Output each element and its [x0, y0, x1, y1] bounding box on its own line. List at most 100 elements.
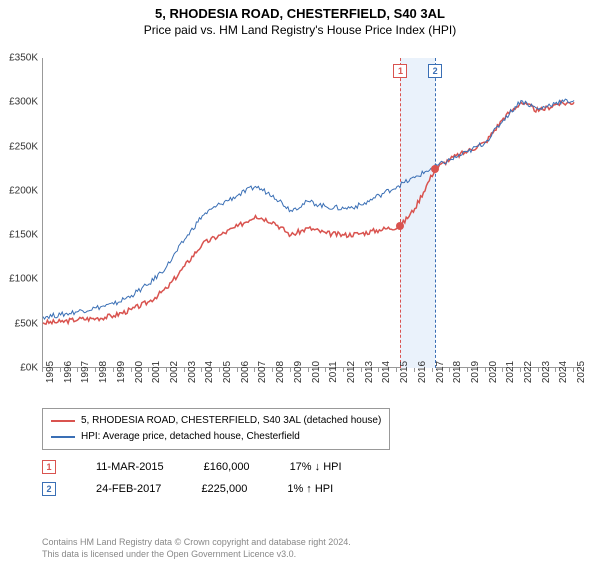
x-tick-label: 1996 [63, 361, 74, 383]
x-tick-mark [343, 368, 344, 372]
x-tick-mark [290, 368, 291, 372]
x-tick-mark [219, 368, 220, 372]
x-tick-mark [42, 368, 43, 372]
legend-row-2: HPI: Average price, detached house, Ches… [51, 429, 381, 445]
event-flag-1: 1 [42, 460, 56, 474]
x-tick-mark [502, 368, 503, 372]
x-tick-mark [485, 368, 486, 372]
x-tick-label: 2019 [470, 361, 481, 383]
x-tick-mark [166, 368, 167, 372]
x-tick-label: 2025 [576, 361, 587, 383]
x-tick-label: 1999 [116, 361, 127, 383]
x-tick-label: 2017 [435, 361, 446, 383]
x-tick-mark [396, 368, 397, 372]
x-tick-label: 2024 [558, 361, 569, 383]
x-tick-label: 2020 [488, 361, 499, 383]
attribution-line-1: Contains HM Land Registry data © Crown c… [42, 536, 351, 548]
x-tick-label: 2006 [240, 361, 251, 383]
attribution-line-2: This data is licensed under the Open Gov… [42, 548, 351, 560]
chart-title: 5, RHODESIA ROAD, CHESTERFIELD, S40 3AL [0, 6, 600, 21]
line-series-svg [43, 58, 583, 368]
x-tick-label: 2000 [134, 361, 145, 383]
x-tick-label: 1995 [45, 361, 56, 383]
x-tick-mark [361, 368, 362, 372]
attribution: Contains HM Land Registry data © Crown c… [42, 536, 351, 560]
x-tick-label: 2012 [346, 361, 357, 383]
x-tick-label: 2018 [452, 361, 463, 383]
x-tick-label: 2022 [523, 361, 534, 383]
legend-label-1: 5, RHODESIA ROAD, CHESTERFIELD, S40 3AL … [81, 413, 381, 429]
legend-swatch-2 [51, 436, 75, 438]
y-tick-label: £50K [15, 318, 38, 329]
x-tick-label: 2005 [222, 361, 233, 383]
x-tick-label: 2010 [311, 361, 322, 383]
event-date-1: 11-MAR-2015 [96, 461, 164, 473]
event-pct-2: 1% ↑ HPI [287, 483, 333, 495]
series-price_paid [43, 101, 574, 324]
y-tick-label: £250K [9, 141, 38, 152]
x-tick-mark [148, 368, 149, 372]
x-tick-label: 2007 [257, 361, 268, 383]
x-tick-mark [520, 368, 521, 372]
x-tick-mark [325, 368, 326, 372]
x-tick-label: 2008 [275, 361, 286, 383]
x-tick-label: 2016 [417, 361, 428, 383]
x-tick-mark [77, 368, 78, 372]
x-tick-mark [131, 368, 132, 372]
chart-area: £0K£50K£100K£150K£200K£250K£300K£350K 1 … [42, 58, 582, 398]
y-tick-label: £100K [9, 274, 38, 285]
x-tick-mark [378, 368, 379, 372]
chart-subtitle: Price paid vs. HM Land Registry's House … [0, 23, 600, 37]
x-tick-mark [538, 368, 539, 372]
x-tick-mark [60, 368, 61, 372]
event-pct-1: 17% ↓ HPI [290, 461, 342, 473]
event-row-1: 1 11-MAR-2015 £160,000 17% ↓ HPI [42, 456, 342, 478]
price-marker [431, 165, 439, 173]
x-tick-label: 2003 [187, 361, 198, 383]
x-tick-label: 2009 [293, 361, 304, 383]
legend-swatch-1 [51, 420, 75, 422]
legend-label-2: HPI: Average price, detached house, Ches… [81, 429, 300, 445]
x-tick-mark [113, 368, 114, 372]
event-row-2: 2 24-FEB-2017 £225,000 1% ↑ HPI [42, 478, 342, 500]
series-hpi [43, 99, 574, 319]
x-tick-label: 2023 [541, 361, 552, 383]
highlight-flag-2: 2 [428, 64, 442, 78]
events-table: 1 11-MAR-2015 £160,000 17% ↓ HPI 2 24-FE… [42, 456, 342, 500]
x-tick-label: 1997 [80, 361, 91, 383]
x-tick-mark [272, 368, 273, 372]
event-price-1: £160,000 [204, 461, 250, 473]
x-tick-label: 2011 [328, 361, 339, 383]
legend-box: 5, RHODESIA ROAD, CHESTERFIELD, S40 3AL … [42, 408, 390, 450]
x-tick-label: 1998 [98, 361, 109, 383]
event-date-2: 24-FEB-2017 [96, 483, 161, 495]
x-tick-mark [201, 368, 202, 372]
x-tick-mark [414, 368, 415, 372]
x-tick-label: 2015 [399, 361, 410, 383]
plot-region: 1 2 [42, 58, 582, 368]
x-tick-mark [449, 368, 450, 372]
highlight-flag-1: 1 [393, 64, 407, 78]
x-tick-label: 2002 [169, 361, 180, 383]
y-tick-label: £150K [9, 230, 38, 241]
x-tick-mark [467, 368, 468, 372]
event-price-2: £225,000 [201, 483, 247, 495]
x-tick-mark [555, 368, 556, 372]
price-marker [396, 222, 404, 230]
legend-row-1: 5, RHODESIA ROAD, CHESTERFIELD, S40 3AL … [51, 413, 381, 429]
y-tick-label: £350K [9, 53, 38, 64]
x-tick-label: 2001 [151, 361, 162, 383]
event-flag-2: 2 [42, 482, 56, 496]
x-tick-mark [184, 368, 185, 372]
x-tick-label: 2014 [381, 361, 392, 383]
x-tick-mark [432, 368, 433, 372]
x-tick-label: 2004 [204, 361, 215, 383]
x-tick-mark [308, 368, 309, 372]
y-tick-label: £0K [20, 363, 38, 374]
x-tick-mark [573, 368, 574, 372]
x-tick-mark [254, 368, 255, 372]
x-tick-mark [237, 368, 238, 372]
y-tick-label: £200K [9, 185, 38, 196]
x-tick-label: 2013 [364, 361, 375, 383]
y-tick-label: £300K [9, 97, 38, 108]
